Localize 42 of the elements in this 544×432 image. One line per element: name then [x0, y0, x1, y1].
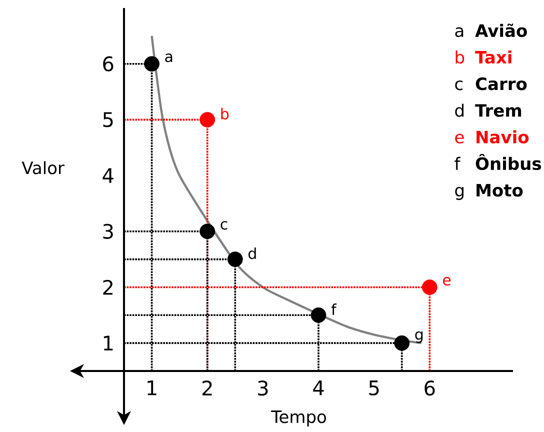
x-tick-label: 2 [202, 380, 212, 396]
x-tick-label: 4 [313, 380, 324, 396]
text: Carro [476, 77, 527, 90]
text: Trem [475, 104, 522, 117]
text: d [455, 104, 464, 117]
point [144, 56, 160, 72]
point [422, 280, 438, 295]
y-tick-label: 5 [103, 112, 113, 128]
y-tick-label: 6 [103, 56, 114, 72]
y-axis-title: Valor [22, 161, 64, 174]
text: g [455, 186, 464, 200]
x-tick-label: 6 [424, 380, 435, 396]
point [394, 335, 410, 351]
x-tick-label: 3 [258, 380, 268, 396]
point [200, 224, 216, 240]
point [310, 307, 326, 323]
text: Taxi [475, 50, 512, 64]
annotation: g [415, 331, 423, 343]
y-tick-label: 3 [103, 224, 113, 239]
y-tick-label: 4 [102, 168, 114, 183]
x-tick-label: 5 [369, 380, 379, 396]
text: Avião [475, 24, 527, 38]
annotation: b [221, 108, 229, 120]
annotation: f [331, 303, 337, 315]
text: e [455, 134, 464, 144]
point [200, 112, 216, 128]
text: Navio [476, 130, 529, 144]
y-tick-label: 1 [104, 336, 113, 350]
text: Ônibus [476, 154, 542, 170]
text: c [455, 80, 463, 90]
annotation: e [443, 276, 451, 286]
y-tick-label: 2 [103, 280, 112, 295]
text: a [455, 27, 464, 38]
x-tick-label: 1 [148, 380, 156, 396]
annotation: c [220, 221, 228, 230]
x-axis-title: Tempo [271, 410, 326, 426]
point [227, 252, 243, 268]
text: Moto [476, 184, 523, 197]
annotation: d [248, 248, 256, 260]
text: f [454, 156, 461, 170]
annotation: a [165, 54, 172, 62]
text: b [456, 50, 464, 64]
